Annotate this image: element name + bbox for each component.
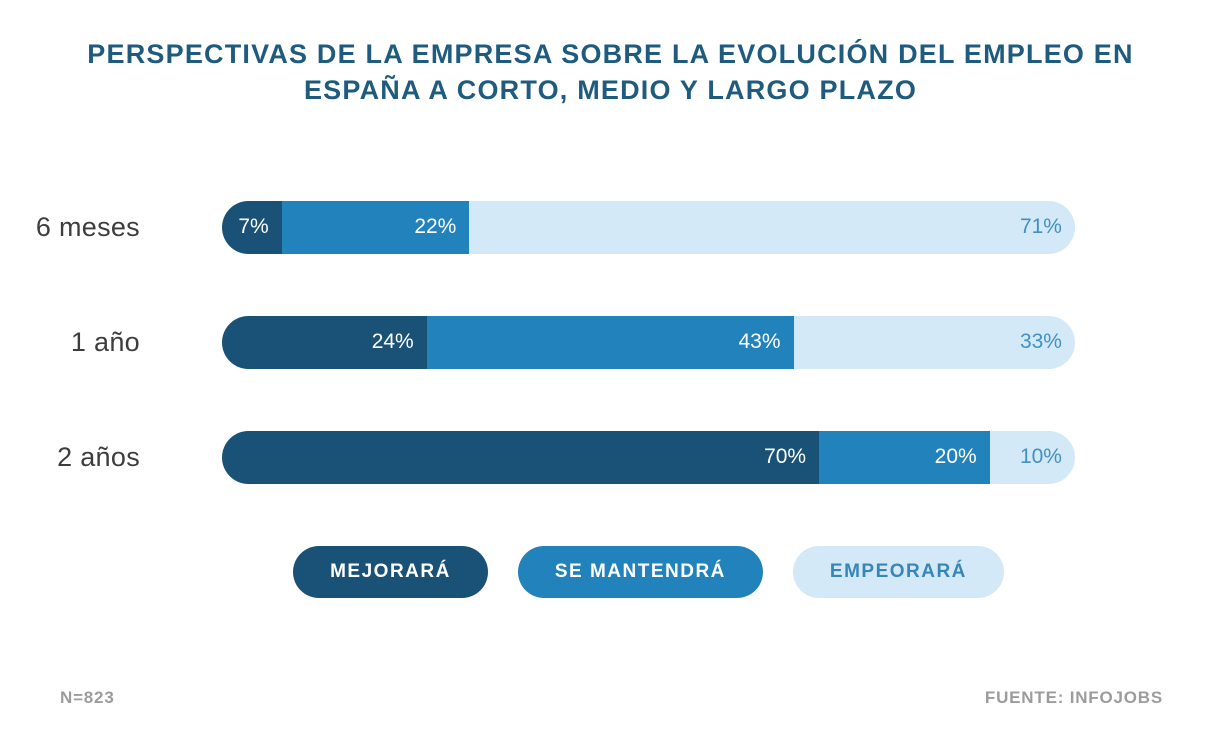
page-title: PERSPECTIVAS DE LA EMPRESA SOBRE LA EVOL… <box>87 39 1134 106</box>
segment-mejorara: 7% <box>222 200 282 254</box>
sample-size-label: N=823 <box>60 687 115 707</box>
legend-item-se-mantendra: SE MANTENDRÁ <box>517 545 763 598</box>
bar-row-1-ano: 1 año 24% 43% 33% <box>0 315 1221 369</box>
category-label: 6 meses <box>35 211 140 242</box>
source-label: FUENTE: INFOJOBS <box>984 687 1163 707</box>
stacked-bar: 24% 43% 33% <box>222 315 1075 369</box>
segment-empeorara: 33% <box>793 315 1075 369</box>
legend-item-mejorara: MEJORARÁ <box>293 545 488 598</box>
segment-mejorara: 24% <box>222 315 427 369</box>
stacked-bar: 70% 20% 10% <box>222 430 1075 484</box>
segment-empeorara: 10% <box>989 430 1075 484</box>
chart-footer: N=823 FUENTE: INFOJOBS <box>0 688 1221 708</box>
segment-se-mantendra: 20% <box>819 430 990 484</box>
segment-se-mantendra: 43% <box>426 315 794 369</box>
legend-item-empeorara: EMPEORARÁ <box>792 545 1004 598</box>
stacked-bar: 7% 22% 71% <box>222 200 1075 254</box>
bar-row-2-anos: 2 años 70% 20% 10% <box>0 430 1221 484</box>
segment-empeorara: 71% <box>469 200 1075 254</box>
segment-mejorara: 70% <box>222 430 820 484</box>
chart-legend: MEJORARÁ SE MANTENDRÁ EMPEORARÁ <box>222 545 1075 598</box>
segment-se-mantendra: 22% <box>281 200 470 254</box>
bar-row-6-meses: 6 meses 7% 22% 71% <box>0 200 1221 254</box>
category-label: 1 año <box>70 326 140 357</box>
category-label: 2 años <box>57 441 140 472</box>
stacked-bar-chart: 6 meses 7% 22% 71% 1 año 24% 43% 33% 2 a… <box>0 200 1221 598</box>
